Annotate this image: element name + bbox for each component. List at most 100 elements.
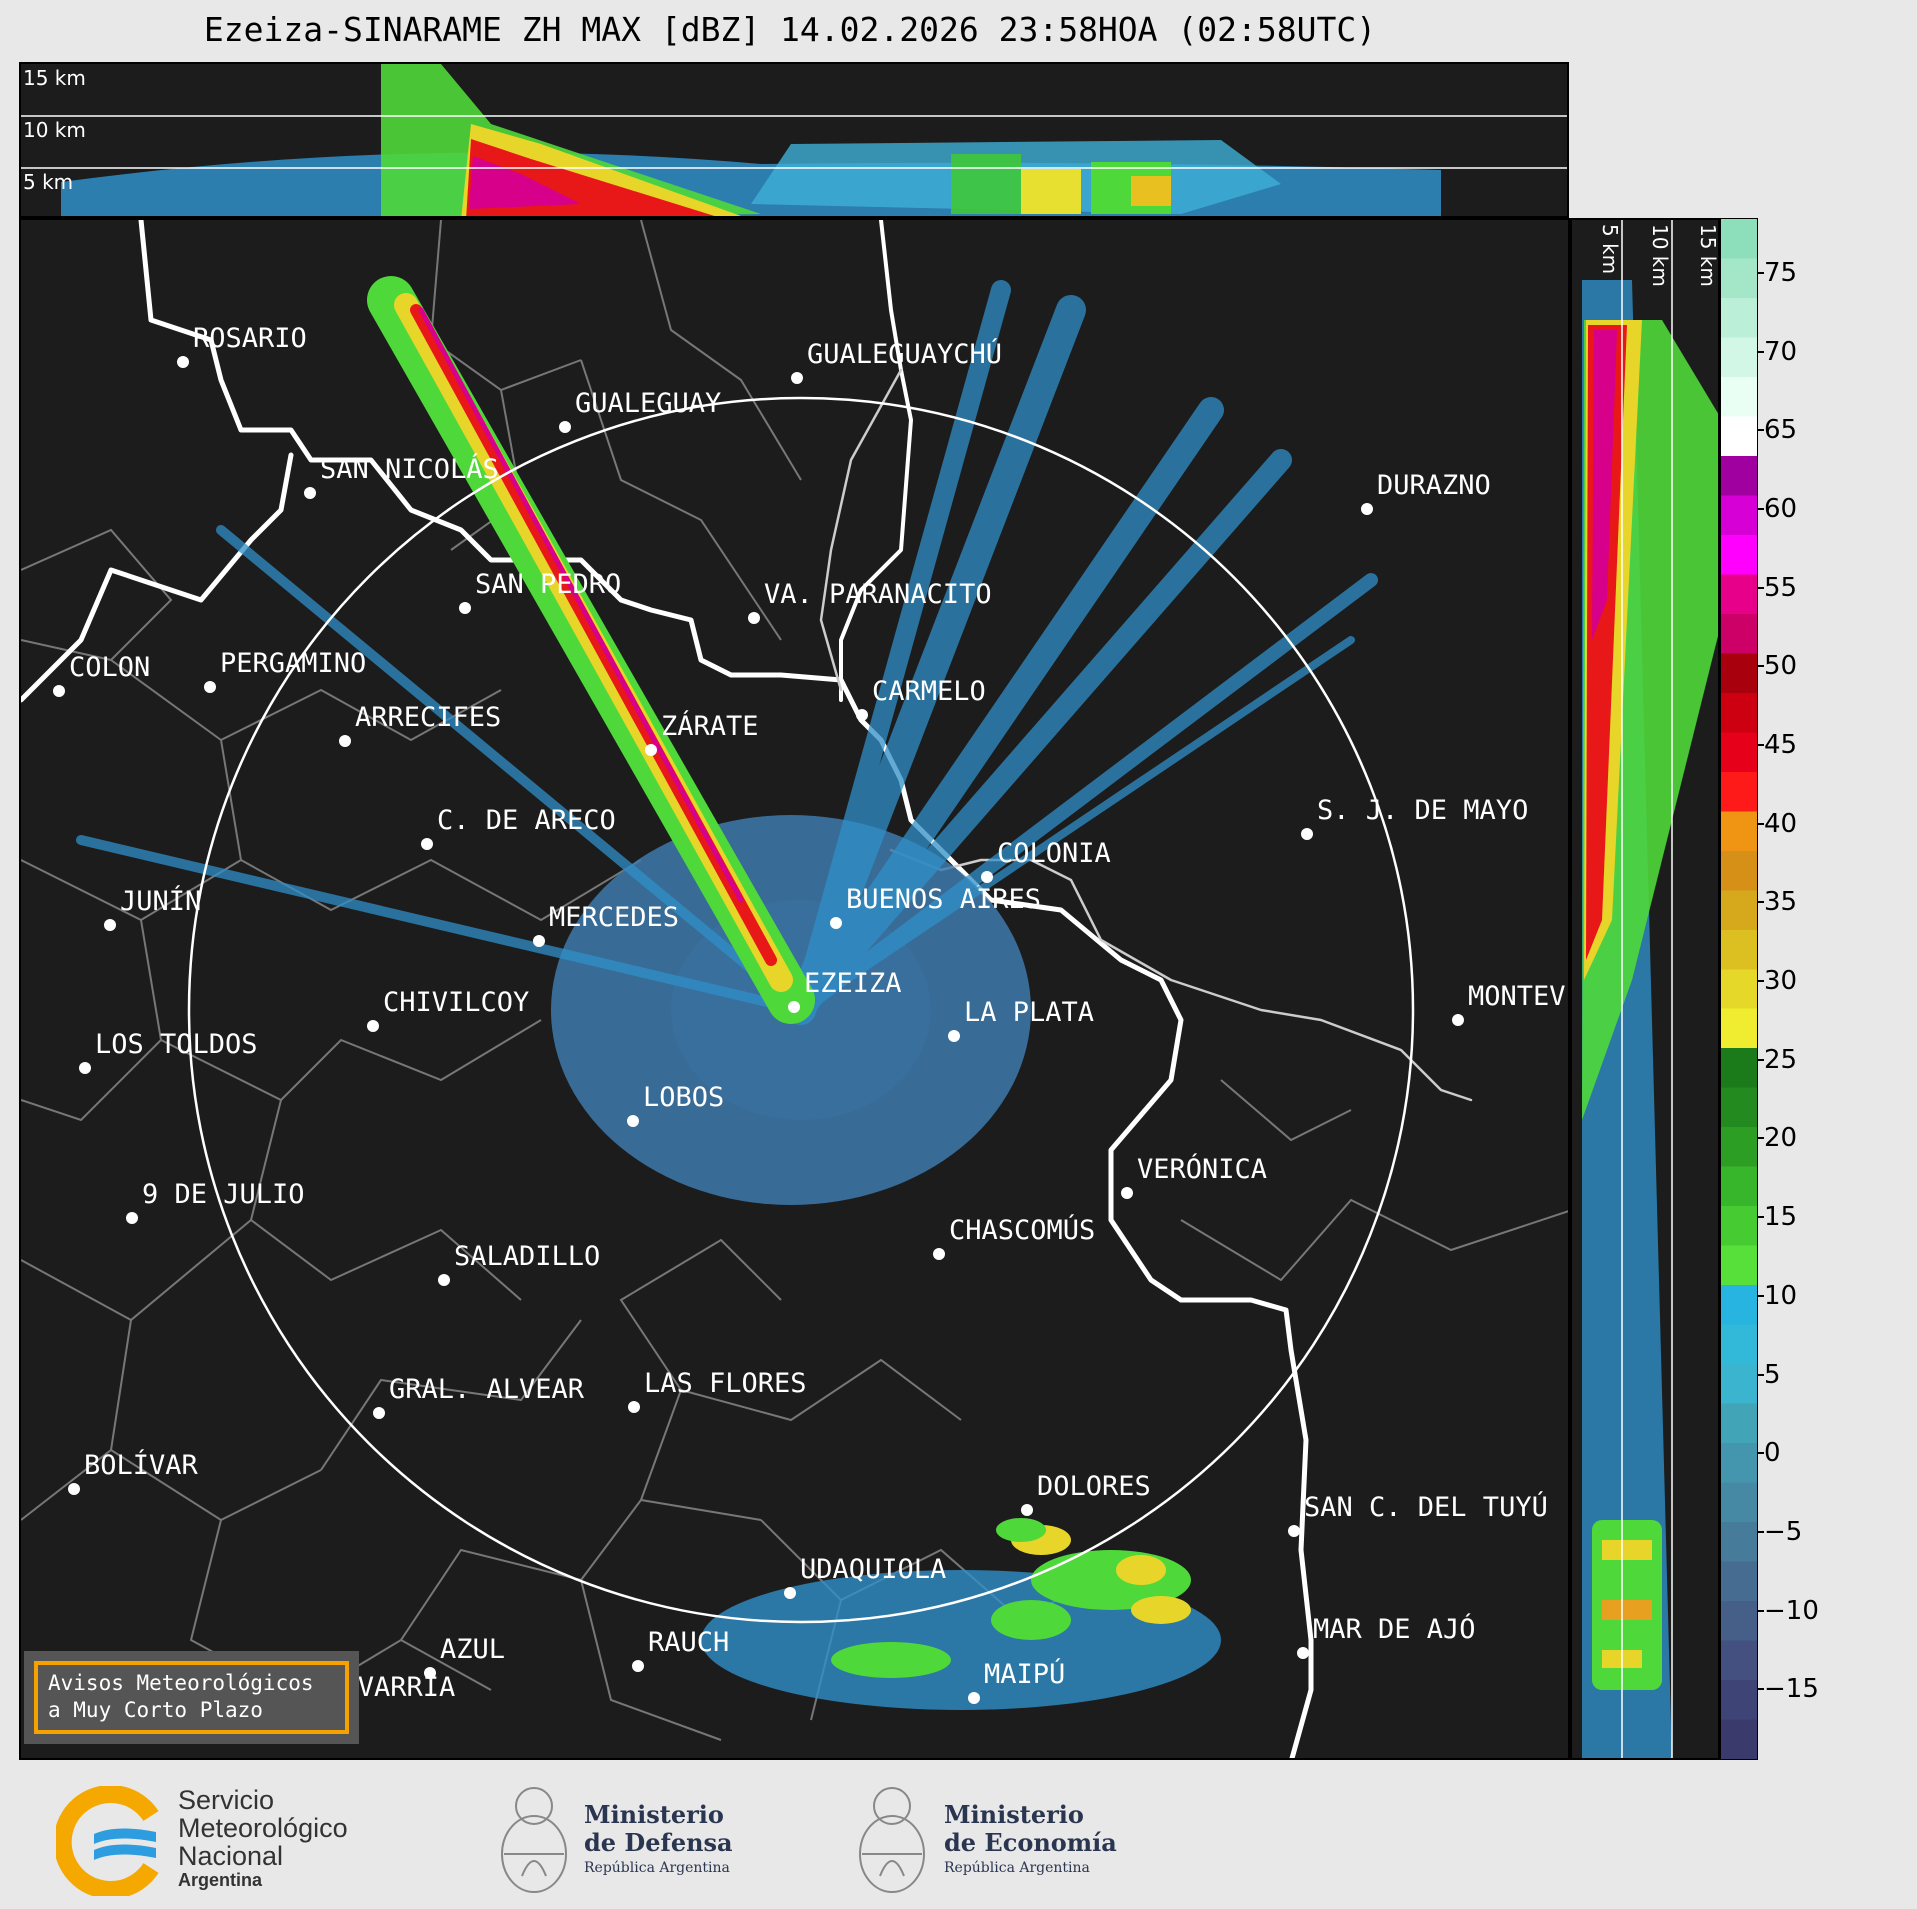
colorbar-tickmark [1757,508,1764,511]
colorbar-tick-label: 25 [1764,1044,1798,1075]
city-marker-va-paranacito [748,612,760,624]
city-label-gral-alvear: GRAL. ALVEAR [389,1374,585,1405]
colorbar-tick-label: 50 [1764,651,1798,682]
smn-line-1: Servicio [178,1785,275,1815]
city-label-los-toldos: LOS TOLDOS [95,1029,258,1060]
defensa-line-3: República Argentina [584,1860,730,1876]
city-label-zarate: ZÁRATE [661,711,759,742]
city-label-san-c-del-tuyu: SAN C. DEL TUYÚ [1304,1492,1548,1523]
colorbar-tick-label: 60 [1764,494,1798,525]
city-marker-c-de-areco [421,838,433,850]
colorbar-tickmark [1757,901,1764,904]
smn-line-2: Meteorológico [178,1813,348,1843]
side-cross-section: 5 km 10 km 15 km [1570,218,1720,1760]
top-cross-section-plot [21,64,1567,216]
warning-line-2: a Muy Corto Plazo [48,1698,263,1722]
radar-map-canvas [21,220,1568,1758]
city-marker-gualeguaychu [791,372,803,384]
city-marker-arrecifes [339,735,351,747]
defensa-line-2: de Defensa [584,1828,733,1857]
city-label-azul: AZUL [440,1634,506,1665]
city-marker-junin [104,919,116,931]
city-marker-lobos [627,1115,639,1127]
city-label-mercedes: MERCEDES [549,902,680,933]
city-marker-ezeiza [788,1001,800,1013]
city-label-udaquiola: UDAQUIOLA [800,1554,947,1585]
colorbar-tick-label: 20 [1764,1123,1798,1154]
level-label-10km: 10 km [23,118,86,142]
city-marker-saladillo [438,1274,450,1286]
colorbar-tick-label: −10 [1764,1595,1819,1626]
colorbar-tick-label: 70 [1764,336,1798,367]
city-label-pergamino: PERGAMINO [220,648,367,679]
city-marker-gualeguay [559,421,571,433]
city-label-rauch: RAUCH [648,1627,730,1658]
side-level-10km: 10 km [1648,224,1672,287]
echo-spokes [76,280,1378,1025]
colorbar-tick-label: 5 [1764,1359,1781,1390]
colorbar-tickmark [1757,1058,1764,1061]
echo-band-northwest [367,276,815,1024]
colorbar-tick-label: 45 [1764,730,1798,761]
colorbar-tickmark [1757,1373,1764,1376]
city-marker-pergamino [204,681,216,693]
city-marker-san-nicolas [304,487,316,499]
colorbar-tickmark [1757,1137,1764,1140]
city-label-veronica: VERÓNICA [1137,1154,1268,1185]
city-marker-carmelo [856,709,868,721]
defensa-line-1: Ministerio [584,1800,724,1829]
city-label-buenos-aires: BUENOS AIRES [846,884,1042,915]
range-ring [187,396,1415,1624]
level-label-15km: 15 km [23,66,86,90]
colorbar-tickmark [1757,586,1764,589]
city-marker-durazno [1361,503,1373,515]
warning-box-border: Avisos Meteorológicos a Muy Corto Plazo [34,1661,349,1734]
colorbar-tickmark [1757,1294,1764,1297]
city-label-va-paranacito: VA. PARANACITO [764,579,992,610]
city-label-las-flores: LAS FLORES [644,1368,807,1399]
colorbar-tickmark [1757,744,1764,747]
city-label-chivilcoy: CHIVILCOY [383,987,530,1018]
side-level-15km: 15 km [1696,224,1720,287]
colorbar-tickmark [1757,980,1764,983]
smn-logo-icon [56,1786,159,1896]
city-label-c-de-areco: C. DE ARECO [437,805,616,836]
colorbar-tick-label: 40 [1764,808,1798,839]
city-marker-los-toldos [79,1062,91,1074]
colorbar-tickmark [1757,272,1764,275]
city-label-s-j-de-mayo: S. J. DE MAYO [1317,795,1529,826]
defensa-seal-icon [501,1787,567,1893]
colorbar-tickmark [1757,1609,1764,1612]
city-label-montev: MONTEV [1468,981,1566,1012]
page-title: Ezeiza-SINARAME ZH MAX [dBZ] 14.02.2026 … [203,10,1377,49]
city-label-gualeguay: GUALEGUAY [575,388,722,419]
economia-line-2: de Economía [944,1828,1117,1857]
city-label-san-pedro: SAN PEDRO [475,569,622,600]
city-marker-udaquiola [784,1587,796,1599]
city-marker-colonia [981,871,993,883]
city-label-9-de-julio: 9 DE JULIO [142,1179,305,1210]
echo-cells-southeast [701,1518,1221,1710]
city-label-durazno: DURAZNO [1377,470,1491,501]
city-label-lobos: LOBOS [643,1082,725,1113]
colorbar-tickmark [1757,1452,1764,1455]
city-label-carmelo: CARMELO [872,676,986,707]
city-label-colonia: COLONIA [997,838,1111,869]
warning-box[interactable]: Avisos Meteorológicos a Muy Corto Plazo [24,1651,359,1744]
city-label-maipu: MAIPÚ [984,1659,1066,1690]
colorbar [1720,218,1758,1760]
colorbar-tickmark [1757,1216,1764,1219]
city-marker-montevideo [1452,1014,1464,1026]
city-marker-mercedes [533,935,545,947]
city-label-chascomus: CHASCOMÚS [949,1215,1096,1246]
city-marker-mar-de-ajo [1297,1647,1309,1659]
city-label-ezeiza: EZEIZA [804,968,902,999]
city-marker-chascomus [933,1248,945,1260]
city-label-saladillo: SALADILLO [454,1241,601,1272]
footer-logos: Servicio Meteorológico Nacional Argentin… [0,1762,1917,1909]
colorbar-tick-label: 10 [1764,1280,1798,1311]
colorbar-tick-label: 35 [1764,887,1798,918]
radar-map[interactable]: ROSARIO GUALEGUAYCHÚ GUALEGUAY SAN NICOL… [19,218,1570,1760]
city-label-rosario: ROSARIO [193,323,307,354]
smn-logo-text: Servicio Meteorológico Nacional Argentin… [178,1786,348,1890]
